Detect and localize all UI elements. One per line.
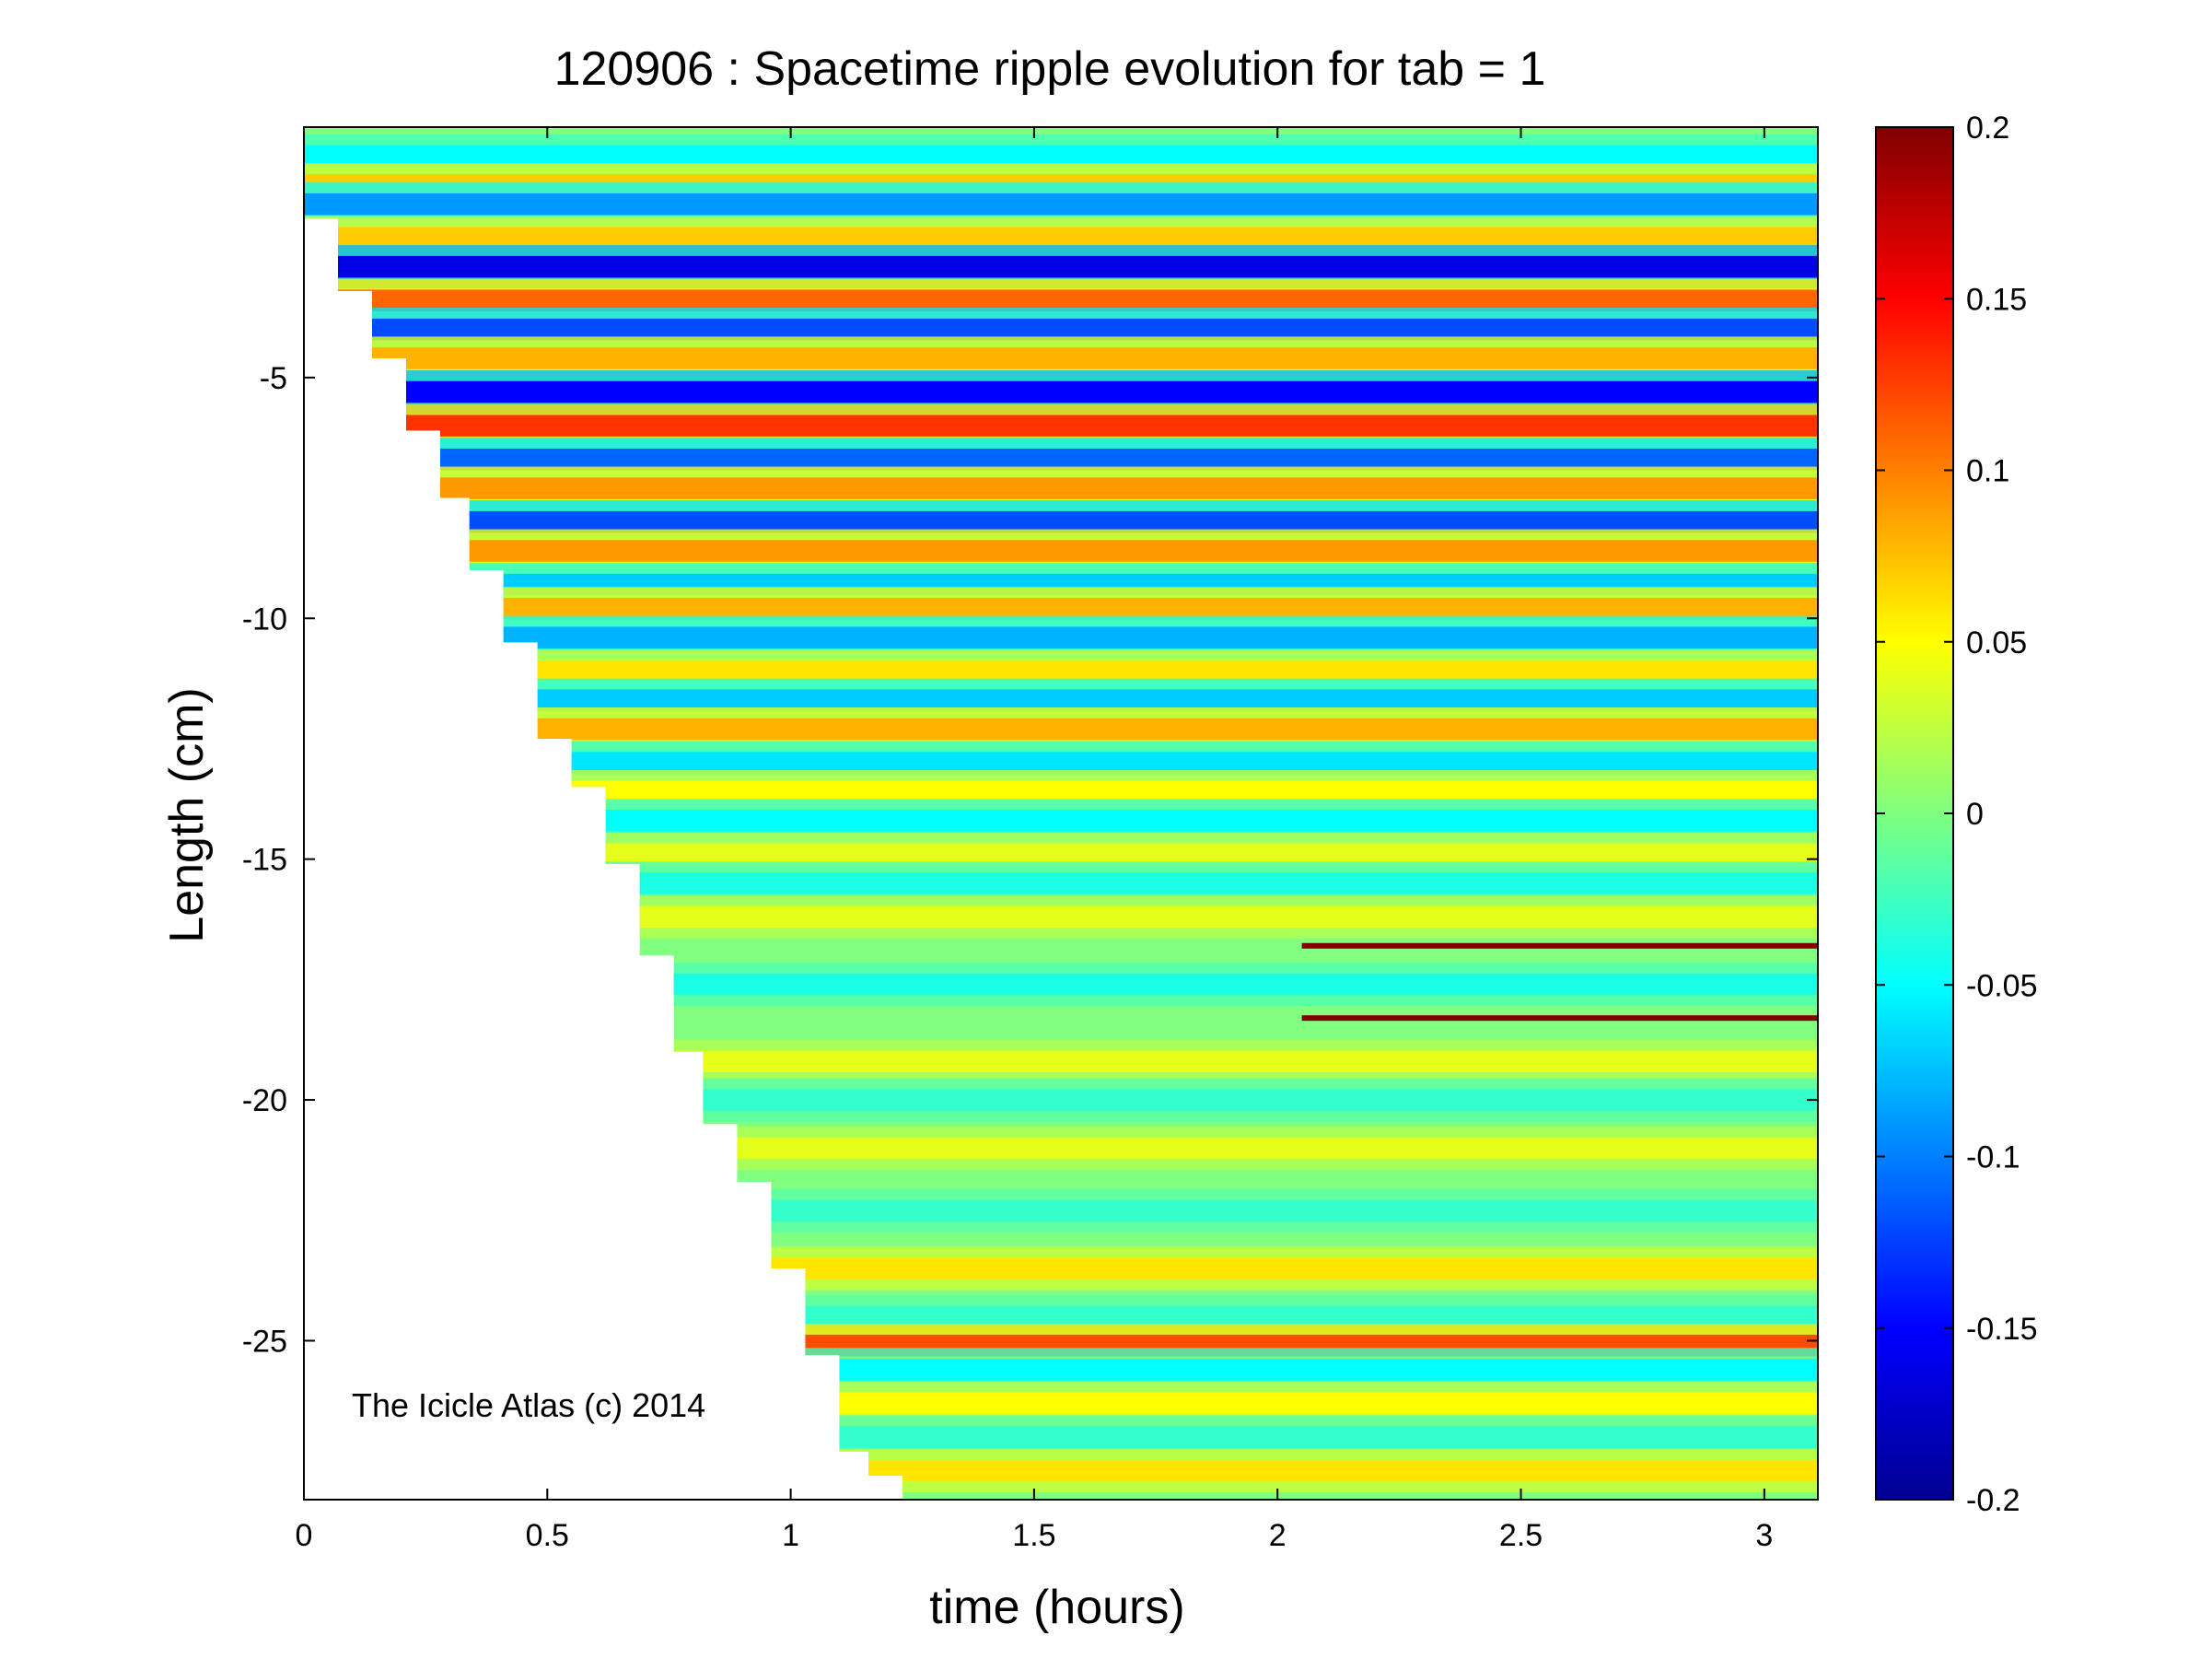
colorbar-tick-label: 0.15: [1966, 282, 2027, 317]
y-tick-label: -10: [242, 602, 287, 637]
colorbar: 0.2 0.15 0.1 0.05 0 -0.05 -0.1 -0.15 -0.2: [1875, 111, 2038, 1518]
chart-title: 120906 : Spacetime ripple evolution for …: [554, 42, 1546, 96]
x-tick-label: 0: [296, 1518, 313, 1553]
x-axis: 0 0.5 1 1.5 2 2.5 3: [296, 127, 1773, 1553]
colorbar-tick-label: 0.2: [1966, 111, 2009, 146]
x-tick-label: 1: [782, 1518, 799, 1553]
heatmap-band: [304, 1039, 1818, 1083]
y-axis-label: Length (cm): [160, 687, 214, 942]
y-axis: -5 -10 -15 -20 -25: [242, 361, 1818, 1359]
y-tick-label: -5: [260, 361, 287, 396]
heatmap-band: [304, 1126, 1818, 1170]
y-tick-label: -15: [242, 843, 287, 878]
heatmap-band: [304, 1246, 1818, 1291]
heatmap-band: [304, 894, 1818, 939]
x-tick-label: 2: [1269, 1518, 1286, 1553]
heatmap-layer: [304, 127, 1818, 1500]
colorbar-gradient: [1875, 126, 1954, 1501]
colorbar-tick-label: 0.1: [1966, 454, 2009, 489]
y-tick-label: -20: [242, 1083, 287, 1118]
defect-lines: [1301, 942, 1818, 1022]
plot-frame: [303, 126, 1819, 1501]
heatmap-band: [304, 1078, 1818, 1122]
colorbar-tick-label: -0.1: [1966, 1140, 2020, 1175]
colorbar-tick-label: 0: [1966, 797, 1984, 832]
x-tick-label: 2.5: [1499, 1518, 1543, 1553]
copyright-annotation: The Icicle Atlas (c) 2014: [352, 1386, 705, 1424]
heatmap-band: [304, 1188, 1818, 1233]
colorbar-ticks: 0.2 0.15 0.1 0.05 0 -0.05 -0.1 -0.15 -0.2: [1876, 111, 2038, 1518]
colorbar-tick-label: -0.15: [1966, 1312, 2038, 1347]
x-tick-label: 0.5: [526, 1518, 569, 1553]
heatmap-band: [304, 963, 1818, 1007]
x-tick-label: 1.5: [1012, 1518, 1055, 1553]
defect-line: [1301, 1015, 1818, 1022]
heatmap-band: [304, 1449, 1818, 1493]
x-axis-label: time (hours): [929, 1581, 1184, 1634]
defect-line: [1301, 942, 1818, 949]
colorbar-tick-label: -0.2: [1966, 1483, 2020, 1518]
x-tick-label: 3: [1755, 1518, 1773, 1553]
colorbar-tick-label: -0.05: [1966, 968, 2038, 1003]
colorbar-tick-label: 0.05: [1966, 625, 2027, 660]
y-tick-label: -25: [242, 1324, 287, 1359]
